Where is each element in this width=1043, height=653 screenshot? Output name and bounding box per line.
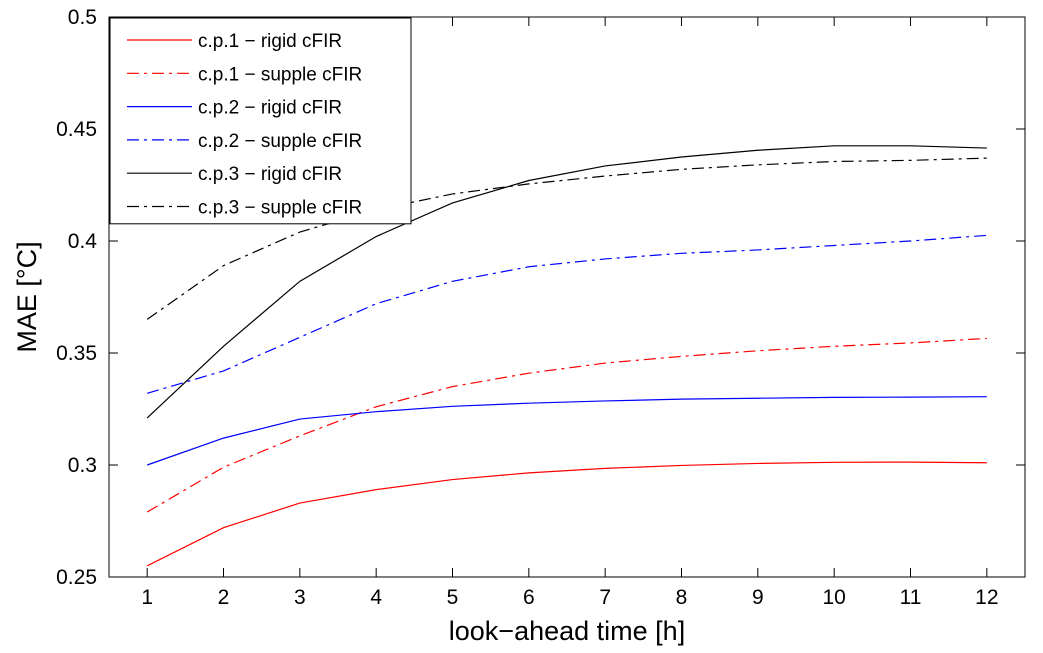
- x-tick-label: 2: [218, 586, 230, 609]
- x-tick-label: 4: [370, 586, 382, 609]
- x-axis-label: look−ahead time [h]: [449, 616, 685, 646]
- x-tick-label: 1: [141, 586, 153, 609]
- y-tick-label: 0.5: [68, 6, 97, 29]
- y-tick-label: 0.25: [56, 566, 97, 589]
- x-tick-label: 3: [294, 586, 306, 609]
- x-tick-label: 7: [599, 586, 611, 609]
- plot-frame: [108, 16, 1026, 578]
- x-tick-label: 10: [822, 586, 845, 609]
- x-tick-label: 12: [975, 586, 998, 609]
- legend-entry-label: c.p.1 − rigid cFIR: [198, 31, 342, 52]
- series-line-2: [146, 337, 987, 513]
- y-tick-label: 0.3: [68, 454, 97, 477]
- legend: c.p.1 − rigid cFIR c.p.1 − supple cFIR c.p…: [109, 17, 412, 225]
- ticks-layer: 1 2 3 4 5 6 7 8 9 10 11 120.250.30.350.40.450.5: [56, 6, 1025, 609]
- y-tick-label: 0.45: [56, 118, 97, 141]
- x-tick-label: 11: [900, 586, 922, 609]
- series-line-5: [146, 145, 987, 419]
- y-tick-label: 0.35: [56, 342, 97, 365]
- series-line-3: [146, 396, 987, 466]
- y-tick-label: 0.4: [68, 230, 98, 253]
- x-tick-label: 9: [752, 586, 764, 609]
- legend-box: [109, 17, 412, 225]
- legend-entry-label: c.p.2 − supple cFIR: [198, 131, 362, 152]
- legend-entry-label: c.p.3 − rigid cFIR: [198, 164, 342, 185]
- x-tick-label: 6: [523, 586, 535, 609]
- legend-entry-label: c.p.1 − supple cFIR: [198, 64, 362, 85]
- x-tick-label: 8: [676, 586, 688, 609]
- series-line-1: [146, 461, 987, 567]
- x-tick-label: 5: [447, 586, 459, 609]
- y-axis-label: MAE [°C]: [12, 241, 42, 352]
- legend-entry-label: c.p.3 − supple cFIR: [198, 198, 362, 219]
- series-line-6: [146, 157, 987, 320]
- series-layer: [146, 145, 987, 567]
- legend-entry-label: c.p.2 − rigid cFIR: [198, 98, 342, 119]
